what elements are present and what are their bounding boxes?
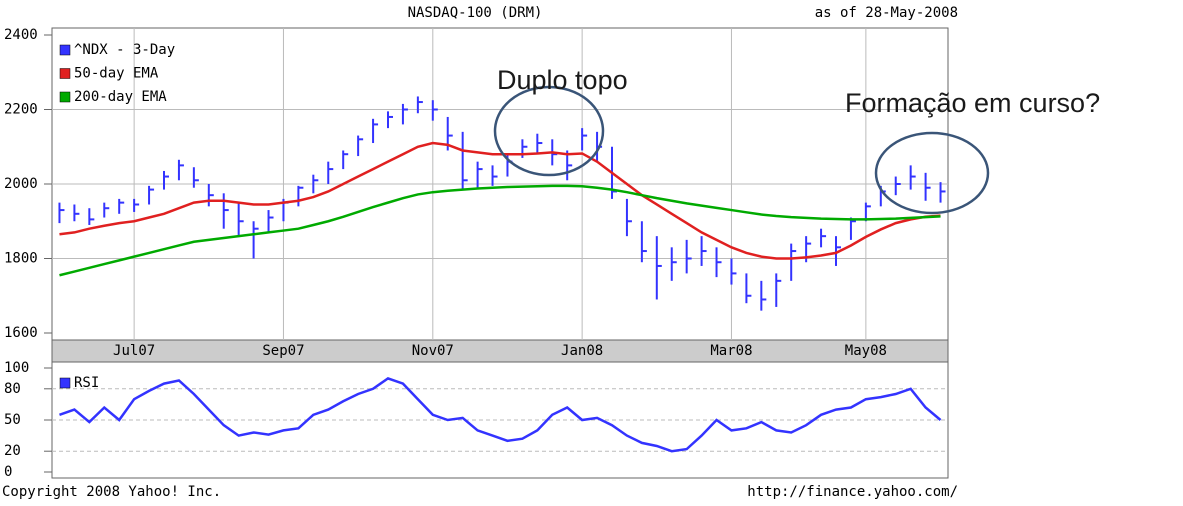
x-tick-label: Nov07 [412,343,454,359]
legend-label: 50-day EMA [74,66,159,82]
chart-title: NASDAQ-100 (DRM) [408,5,543,21]
x-tick-label: Jan08 [561,343,603,359]
legend-swatch [59,377,71,389]
copyright: Copyright 2008 Yahoo! Inc. [2,484,221,500]
y-tick-label: 80 [4,381,21,397]
series-line [59,141,941,260]
legend-swatch [59,68,71,79]
x-tick-label: Sep07 [262,343,304,359]
annotation: Duplo topo [497,65,628,95]
y-tick-label: 1600 [4,325,38,341]
y-tick-label: 2400 [4,27,38,43]
legend-label: 200-day EMA [74,89,167,105]
y-tick-label: 1800 [4,251,38,267]
annotation-ellipse [874,131,990,215]
legend-label: RSI [74,375,99,391]
y-tick-label: 50 [4,412,21,428]
source-url: http://finance.yahoo.com/ [747,484,958,500]
y-tick-label: 20 [4,443,21,459]
y-tick-label: 2000 [4,176,38,192]
annotation: Formação em curso? [845,88,1100,118]
legend-label: ^NDX - 3-Day [74,42,175,58]
y-tick-label: 2200 [4,102,38,118]
x-tick-label: May08 [845,343,887,359]
y-tick-label: 100 [4,360,29,376]
legend-swatch [59,44,71,56]
x-tick-label: Mar08 [710,343,752,359]
annotation-ellipse [493,85,605,177]
series-line [59,377,942,453]
chart-subtitle: as of 28-May-2008 [815,5,958,21]
series-line [59,184,941,277]
y-tick-label: 0 [4,464,12,480]
marks: 1600 1800 2000 2200 2400 Jul07 Sep07 Nov07 Jan08… [4,27,948,480]
x-tick-label: Jul07 [113,343,155,359]
legend-swatch [59,91,71,103]
date-band [51,339,949,363]
